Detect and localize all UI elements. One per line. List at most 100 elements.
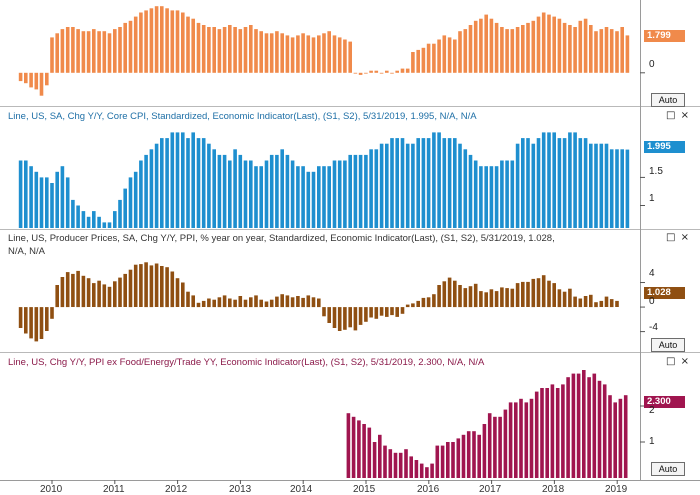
bar: [275, 31, 279, 73]
bar: [494, 22, 499, 73]
bar: [594, 143, 598, 228]
bar: [390, 72, 394, 74]
bar: [451, 442, 455, 478]
bar: [594, 31, 598, 73]
bar: [311, 297, 316, 308]
bar: [311, 37, 316, 73]
panel-divider[interactable]: [0, 229, 700, 230]
autoscale-button[interactable]: Auto: [651, 338, 685, 352]
bar: [395, 138, 399, 228]
bar: [437, 132, 441, 228]
bar: [65, 177, 70, 228]
bar: [97, 280, 101, 308]
bar: [238, 29, 243, 73]
x-tick-label: 2012: [165, 484, 188, 495]
bar: [568, 25, 572, 73]
panel-window-controls[interactable]: □ ×: [665, 356, 690, 367]
bar: [358, 72, 363, 75]
bar: [139, 12, 143, 73]
bar: [385, 143, 389, 228]
bar: [557, 289, 562, 308]
bar: [306, 171, 311, 228]
panel-divider[interactable]: [0, 106, 700, 107]
bar: [466, 431, 471, 478]
bar: [358, 307, 363, 325]
bar: [405, 68, 410, 73]
bar: [201, 138, 206, 228]
bar: [500, 287, 504, 307]
panel-window-controls[interactable]: □ ×: [665, 110, 690, 121]
bar: [447, 277, 452, 307]
bar: [364, 154, 368, 228]
bar: [285, 295, 290, 308]
bar: [45, 72, 49, 86]
bar: [133, 16, 138, 73]
bar: [609, 149, 614, 228]
bar: [102, 222, 107, 228]
bar: [390, 138, 394, 228]
bar: [24, 72, 28, 84]
panel-window-controls[interactable]: □ ×: [665, 232, 690, 243]
bar: [534, 391, 539, 478]
bar: [50, 307, 54, 319]
bar: [201, 300, 206, 307]
bar: [473, 160, 478, 228]
y-tick-label: 0: [649, 59, 655, 70]
bar: [473, 20, 478, 73]
autoscale-button[interactable]: Auto: [651, 462, 685, 476]
bar: [113, 211, 117, 228]
bar: [181, 132, 185, 228]
autoscale-button[interactable]: Auto: [651, 93, 685, 107]
bar: [269, 154, 274, 228]
bar: [447, 138, 452, 228]
bar: [472, 431, 476, 478]
bar: [536, 278, 541, 307]
bar: [280, 33, 284, 73]
bar: [416, 49, 420, 73]
bar: [385, 307, 389, 317]
bar: [620, 149, 624, 228]
bar: [92, 211, 96, 228]
bar: [123, 22, 127, 73]
bar: [285, 154, 290, 228]
bar: [374, 307, 379, 319]
bar: [348, 154, 352, 228]
panel-divider[interactable]: [0, 352, 700, 353]
bar: [568, 132, 572, 228]
bar: [327, 307, 331, 323]
bar: [337, 37, 342, 73]
bar: [113, 29, 117, 73]
x-tick-label: 2015: [353, 484, 376, 495]
bar: [71, 27, 75, 73]
bar: [306, 295, 311, 308]
bar: [447, 37, 452, 73]
bar: [118, 27, 122, 73]
bar: [435, 445, 440, 478]
bar: [97, 216, 101, 228]
bar: [24, 307, 28, 334]
bar: [92, 283, 96, 307]
bar: [526, 281, 530, 307]
bar: [144, 154, 148, 228]
bar: [425, 467, 429, 478]
bar: [92, 29, 96, 73]
bar: [39, 72, 44, 96]
bar: [453, 280, 457, 308]
x-tick-label: 2011: [103, 484, 125, 495]
bar: [243, 299, 248, 308]
bar: [503, 409, 508, 478]
bar: [500, 160, 504, 228]
bar: [510, 288, 515, 308]
bar: [604, 27, 609, 73]
bar: [421, 138, 426, 228]
x-axis-line: [0, 480, 700, 481]
bar: [508, 402, 513, 478]
bar: [317, 298, 321, 308]
y-tick-label: 2: [649, 405, 655, 416]
bar: [343, 307, 347, 330]
bar: [118, 277, 122, 307]
bar: [228, 25, 232, 73]
bar: [238, 154, 243, 228]
y-tick-label: 1: [649, 436, 655, 447]
bar: [604, 143, 609, 228]
